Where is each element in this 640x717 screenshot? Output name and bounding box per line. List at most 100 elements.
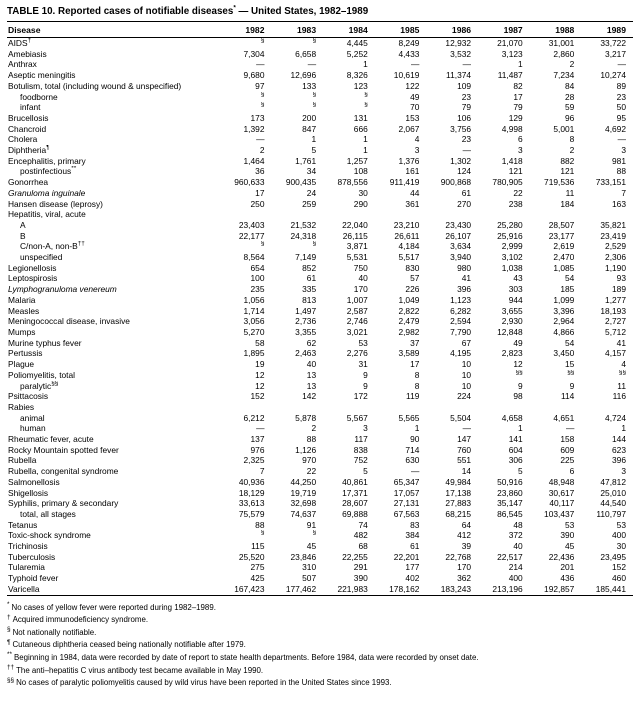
disease-label: Tuberculosis xyxy=(8,551,56,562)
disease-name: Legionellosis xyxy=(7,263,220,274)
value-cell: 53 xyxy=(565,519,575,530)
value-cell: 402 xyxy=(405,573,420,584)
value-cell: — xyxy=(565,423,575,434)
disease-label: Rocky Mountain spotted fever xyxy=(8,444,119,455)
table-row: Psittacosis 152 142 172 119 224 98 114 116 xyxy=(7,391,633,402)
column-header-year: 1986 xyxy=(426,21,479,38)
value-cell: 45 xyxy=(565,541,575,552)
value-cell: 27,883 xyxy=(445,498,472,509)
value-cell: 6 xyxy=(569,466,575,477)
disease-name: Gonorrhea xyxy=(7,177,220,188)
value-cell: 137 xyxy=(250,434,265,445)
value-cell: 7,304 xyxy=(243,48,265,59)
value-cell: 878,556 xyxy=(337,177,368,188)
value-cell: 65,347 xyxy=(393,476,420,487)
disease-label: Leptospirosis xyxy=(8,273,58,284)
value-cell: — xyxy=(462,423,472,434)
value-cell: — xyxy=(307,59,317,70)
footnote-text: No cases of yellow fever were reported d… xyxy=(11,602,216,612)
disease-label: Plague xyxy=(8,359,35,370)
table-row: Tuberculosis 25,520 23,846 22,255 22,201 22,7… xyxy=(7,552,633,563)
value-cell xyxy=(323,402,375,413)
value-cell: 172 xyxy=(353,391,368,402)
value-cell: 7 xyxy=(621,187,626,198)
value-cell: 33,722 xyxy=(600,38,626,48)
value-cell: 2,930 xyxy=(501,316,523,327)
value-cell: 980 xyxy=(457,262,472,273)
value-cell: § xyxy=(220,38,272,49)
value-cell: 74 xyxy=(358,519,368,530)
value-cell: 44,540 xyxy=(600,498,626,509)
column-header-year: 1985 xyxy=(374,21,427,38)
disease-label: human xyxy=(20,423,46,434)
value-cell: 5,531 xyxy=(346,252,368,263)
value-cell: 141 xyxy=(508,434,523,445)
value-cell: 2,982 xyxy=(398,326,420,337)
value-cell: 173 xyxy=(250,112,265,123)
footnote-marker: § xyxy=(260,37,265,45)
value-cell: 3,056 xyxy=(243,316,265,327)
value-cell: 22 xyxy=(513,187,523,198)
disease-name: Toxic-shock syndrome xyxy=(7,530,220,541)
value-cell: 1 xyxy=(621,423,626,434)
value-cell: 3,532 xyxy=(450,48,472,59)
disease-name: infant xyxy=(7,102,220,113)
value-cell: 1,126 xyxy=(295,444,317,455)
value-cell: — xyxy=(617,59,626,70)
disease-name: Chancroid xyxy=(7,124,220,135)
footnote-text: Acquired immunodeficiency syndrome. xyxy=(12,615,149,625)
value-cell: 5 xyxy=(311,145,317,156)
disease-name: Meningococcal disease, invasive xyxy=(7,316,220,327)
value-cell: 69,888 xyxy=(342,508,368,519)
value-cell: 750 xyxy=(353,262,368,273)
value-cell: — xyxy=(256,134,265,145)
disease-name: postinfectious** xyxy=(7,166,220,177)
value-cell: 361 xyxy=(405,198,420,209)
table-title-suffix: — United States, 1982–1989 xyxy=(235,6,369,17)
disease-label: Psittacosis xyxy=(8,391,49,402)
value-cell: 53 xyxy=(358,337,368,348)
disease-name: Shigellosis xyxy=(7,488,220,499)
footnote: * No cases of yellow fever were reported … xyxy=(7,601,633,615)
value-cell: 3,655 xyxy=(501,305,523,316)
value-cell: 1,497 xyxy=(295,305,317,316)
value-cell: 34 xyxy=(306,166,317,177)
value-cell: 121 xyxy=(508,166,523,177)
value-cell: 2,860 xyxy=(553,48,575,59)
value-cell: 161 xyxy=(405,166,420,177)
value-cell: 460 xyxy=(612,573,626,584)
value-cell: 117 xyxy=(354,434,368,445)
value-cell: — xyxy=(256,59,265,70)
value-cell: 214 xyxy=(508,562,523,573)
table-row: unspecified 8,564 7,149 5,531 5,517 3,940 3,10… xyxy=(7,252,633,263)
value-cell: 28 xyxy=(565,91,575,102)
value-cell: 1 xyxy=(518,59,523,70)
value-cell: 21,070 xyxy=(497,38,523,48)
value-cell: 1,056 xyxy=(243,294,265,305)
value-cell: 25,280 xyxy=(497,219,523,230)
value-cell: 67,563 xyxy=(393,508,420,519)
value-cell: 41 xyxy=(461,273,472,284)
footnote-marker: ¶ xyxy=(46,145,50,152)
value-cell: 838 xyxy=(353,444,368,455)
value-cell: 847 xyxy=(302,123,317,134)
table-row: Aseptic meningitis 9,680 12,696 8,326 10,619… xyxy=(7,70,633,81)
value-cell: 733,151 xyxy=(595,177,626,188)
footnote-marker: § xyxy=(260,102,265,109)
table-row: Mumps 5,270 3,355 3,021 2,982 7,790 12,848 4,86… xyxy=(7,327,633,338)
value-cell: § xyxy=(220,530,272,541)
table-row: Salmonellosis 40,936 44,250 40,861 65,347 49,… xyxy=(7,477,633,488)
value-cell: 3,940 xyxy=(450,252,472,263)
value-cell: 3,871 xyxy=(346,241,368,252)
value-cell: 10 xyxy=(461,369,472,380)
value-cell: 192,857 xyxy=(544,583,575,594)
disease-label: A xyxy=(20,219,26,230)
value-cell: 24,318 xyxy=(290,230,317,241)
value-cell: 123 xyxy=(353,80,368,91)
table-row: Rocky Mountain spotted fever 976 1,126 838 7… xyxy=(7,445,633,456)
value-cell: 10 xyxy=(461,380,472,391)
value-cell: 10 xyxy=(461,359,472,370)
disease-label: Hansen disease (leprosy) xyxy=(8,198,103,209)
footnote-text: The anti–hepatitis C virus antibody test… xyxy=(16,665,264,675)
value-cell: 95 xyxy=(616,112,626,123)
